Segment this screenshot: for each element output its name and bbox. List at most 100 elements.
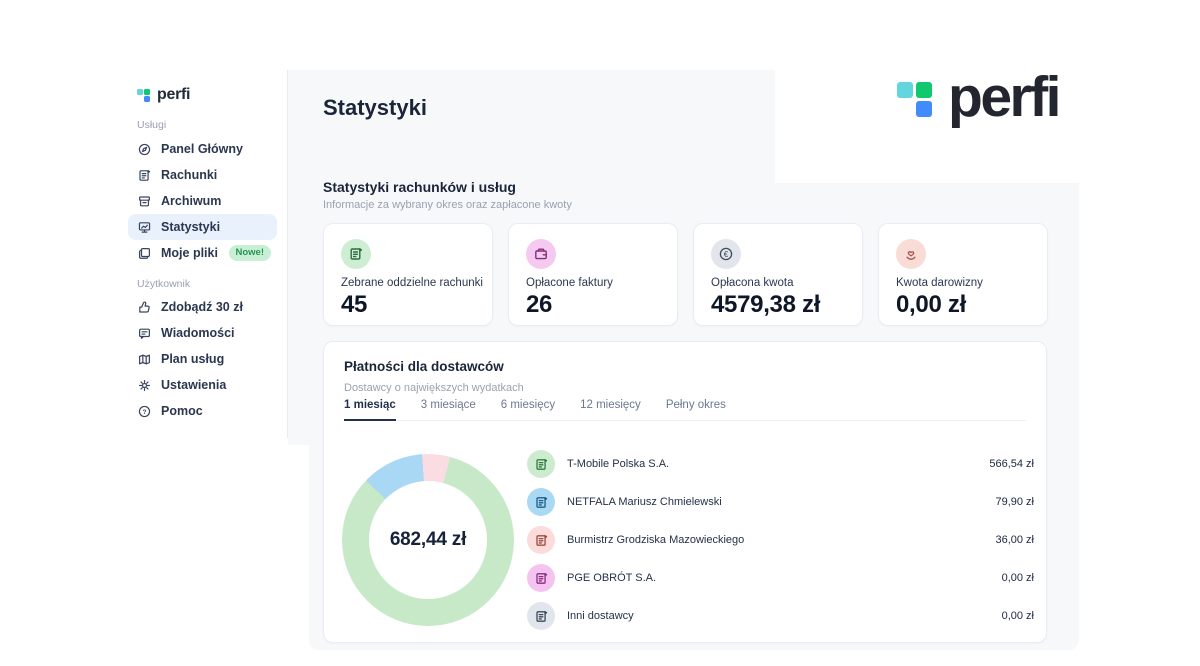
stat-card-rachunki: Zebrane oddzielne rachunki 45: [323, 223, 493, 326]
donut-chart: 682,44 zł: [342, 454, 514, 626]
receipt-icon-circle: [527, 450, 555, 478]
stat-card-label: Opłacona kwota: [711, 277, 794, 289]
supplier-amount: 0,00 zł: [1001, 572, 1034, 584]
wallet-icon: [535, 248, 547, 260]
receipt-icon-circle: [341, 239, 371, 269]
supplier-amount: 36,00 zł: [995, 534, 1034, 546]
sidebar-item-archiwum[interactable]: Archiwum: [128, 188, 277, 214]
settings-icon: [139, 379, 150, 391]
tab-3-miesiace[interactable]: 3 miesiące: [420, 399, 476, 411]
perfi-logo-icon: [897, 82, 933, 118]
sidebar-item-label: Archiwum: [161, 194, 222, 208]
receipt-icon: [535, 534, 547, 546]
euro-icon: €: [719, 247, 733, 261]
page-title: Statystyki: [323, 95, 427, 120]
stat-card-label: Zebrane oddzielne rachunki: [341, 277, 483, 289]
donation-icon-circle: [896, 239, 926, 269]
sidebar-logo-text: perfi: [157, 86, 191, 103]
sidebar-item-label: Ustawienia: [161, 378, 227, 392]
list-item[interactable]: T-Mobile Polska S.A. 566,54 zł: [527, 445, 1034, 483]
donut-hole: 682,44 zł: [369, 481, 487, 599]
stat-card-value: 0,00 zł: [896, 291, 966, 318]
help-icon: ?: [138, 405, 151, 417]
perfi-logo-icon: [137, 88, 150, 102]
sidebar-item-plan-uslug[interactable]: Plan usług: [128, 346, 277, 372]
sidebar-section-label-user: Użytkownik: [137, 278, 191, 290]
receipt-icon-circle: [527, 564, 555, 592]
svg-text:€: €: [724, 250, 729, 259]
sidebar-item-label: Pomoc: [161, 404, 203, 418]
sidebar-logo[interactable]: perfi: [137, 85, 287, 105]
content-background-top: [288, 70, 775, 183]
receipt-icon: [535, 572, 547, 584]
receipt-icon-circle: [527, 526, 555, 554]
euro-icon-circle: €: [711, 239, 741, 269]
receipt-icon: [535, 496, 547, 508]
stat-card-value: 45: [341, 291, 368, 318]
archive-icon: [139, 195, 150, 206]
payments-title: Płatności dla dostawców: [344, 359, 504, 374]
sidebar-item-statystyki[interactable]: Statystyki: [128, 214, 277, 240]
payments-card: Płatności dla dostawców Dostawcy o najwi…: [323, 341, 1047, 643]
stats-section-subtitle: Informacje za wybrany okres oraz zapłaco…: [323, 199, 572, 211]
tab-pelny-okres[interactable]: Pełny okres: [665, 399, 726, 411]
sidebar-item-label: Statystyki: [161, 220, 221, 234]
sidebar-item-label: Rachunki: [161, 168, 218, 182]
wallet-icon-circle: [526, 239, 556, 269]
message-icon: [139, 328, 150, 339]
period-tabs: 1 miesiąc 3 miesiące 6 miesięcy 12 miesi…: [344, 399, 1026, 421]
receipt-icon: [535, 458, 547, 470]
receipt-icon-circle: [527, 488, 555, 516]
stat-card-kwota: € Opłacona kwota 4579,38 zł: [693, 223, 863, 326]
payments-subtitle: Dostawcy o największych wydatkach: [344, 382, 524, 394]
stat-card-label: Kwota darowizny: [896, 277, 983, 289]
sidebar-item-label: Wiadomości: [161, 326, 235, 340]
list-item[interactable]: PGE OBRÓT S.A. 0,00 zł: [527, 559, 1034, 597]
stat-card-darowizny: Kwota darowizny 0,00 zł: [878, 223, 1048, 326]
receipt-icon-circle: [527, 602, 555, 630]
supplier-name: T-Mobile Polska S.A.: [567, 458, 670, 470]
tab-1-miesiac[interactable]: 1 miesiąc: [344, 399, 396, 421]
tab-12-miesiecy[interactable]: 12 miesięcy: [580, 399, 641, 411]
sidebar-item-wiadomosci[interactable]: Wiadomości: [128, 320, 277, 346]
list-item[interactable]: NETFALA Mariusz Chmielewski 79,90 zł: [527, 483, 1034, 521]
sidebar-item-pomoc[interactable]: ? Pomoc: [128, 398, 277, 424]
supplier-name: PGE OBRÓT S.A.: [567, 572, 657, 584]
sidebar-item-label: Plan usług: [161, 352, 225, 366]
list-item[interactable]: Inni dostawcy 0,00 zł: [527, 597, 1034, 635]
sidebar-item-moje-pliki[interactable]: Moje pliki Nowe!: [128, 240, 277, 266]
sidebar: perfi Usługi Panel Główny Rachunki Archi…: [120, 70, 288, 438]
sidebar-item-panel-glowny[interactable]: Panel Główny: [128, 136, 277, 162]
receipt-icon: [535, 610, 547, 622]
sidebar-item-label: Zdobądź 30 zł: [161, 300, 243, 314]
sidebar-item-label: Moje pliki: [161, 246, 218, 260]
dashboard-icon: [138, 143, 151, 155]
supplier-amount: 566,54 zł: [989, 458, 1034, 470]
supplier-name: Inni dostawcy: [567, 610, 634, 622]
donation-icon: [906, 251, 916, 260]
files-icon: [139, 247, 150, 259]
perfi-logo-text: perfi: [948, 65, 1062, 129]
supplier-name: NETFALA Mariusz Chmielewski: [567, 496, 722, 508]
sidebar-item-rachunki[interactable]: Rachunki: [128, 162, 277, 188]
sidebar-item-label: Panel Główny: [161, 142, 243, 156]
receipt-icon: [139, 169, 151, 181]
supplier-amount: 0,00 zł: [1001, 610, 1034, 622]
stat-card-label: Opłacone faktury: [526, 277, 613, 289]
stats-section-title: Statystyki rachunków i usług: [323, 179, 516, 195]
stat-card-value: 26: [526, 291, 553, 318]
new-badge: Nowe!: [228, 245, 271, 261]
stat-cards-row: Zebrane oddzielne rachunki 45 Opłacone f…: [323, 223, 1048, 326]
stat-card-faktury: Opłacone faktury 26: [508, 223, 678, 326]
sidebar-section-label-services: Usługi: [137, 119, 167, 131]
tab-6-miesiecy[interactable]: 6 miesięcy: [500, 399, 556, 411]
stat-card-value: 4579,38 zł: [711, 291, 821, 318]
receipt-icon: [350, 248, 363, 260]
supplier-list: T-Mobile Polska S.A. 566,54 zł NETFALA M…: [527, 445, 1034, 635]
sidebar-item-ustawienia[interactable]: Ustawienia: [128, 372, 277, 398]
stats-icon: [138, 221, 151, 233]
list-item[interactable]: Burmistrz Grodziska Mazowieckiego 36,00 …: [527, 521, 1034, 559]
sidebar-item-zdobadz-30zl[interactable]: Zdobądź 30 zł: [128, 294, 277, 320]
donut-total-label: 682,44 zł: [389, 529, 467, 550]
